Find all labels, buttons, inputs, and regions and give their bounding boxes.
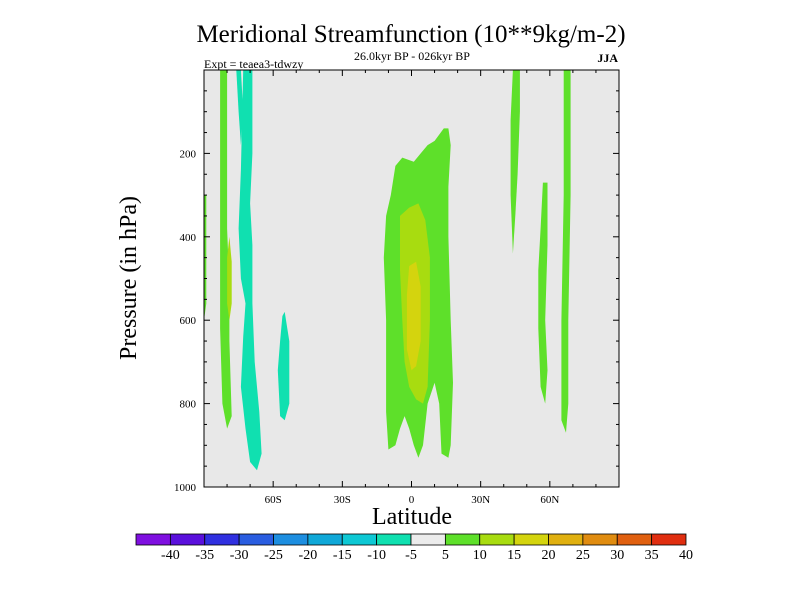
colorbar-swatch bbox=[548, 533, 584, 546]
colorbar-swatch bbox=[651, 533, 687, 546]
colorbar-swatch bbox=[479, 533, 515, 546]
colorbar-label: 40 bbox=[679, 548, 693, 563]
colorbar-label: -40 bbox=[161, 548, 180, 563]
colorbar-label: -35 bbox=[195, 548, 214, 563]
colorbar-swatch bbox=[444, 533, 481, 546]
colorbar-swatch bbox=[410, 533, 446, 546]
x-tick-label: 60S bbox=[265, 494, 282, 506]
colorbar-label: 25 bbox=[576, 548, 590, 563]
colorbar-label: 20 bbox=[542, 548, 556, 563]
colorbar-swatch bbox=[204, 533, 240, 546]
contour-region-sh-polar-positive-core bbox=[227, 236, 232, 321]
colorbar-swatch bbox=[616, 533, 653, 546]
colorbar-label: -15 bbox=[333, 548, 352, 563]
colorbar-label: 5 bbox=[442, 548, 449, 563]
y-axis-label: Pressure (in hPa) bbox=[116, 196, 142, 360]
colorbar-label: -5 bbox=[405, 548, 417, 563]
y-tick-label: 1000 bbox=[174, 482, 197, 494]
chart-title: Meridional Streamfunction (10**9kg/m-2) bbox=[196, 21, 625, 48]
colorbar-swatch bbox=[582, 533, 618, 546]
colorbar-swatch bbox=[341, 533, 378, 546]
colorbar-label: 10 bbox=[473, 548, 487, 563]
colorbar-swatch bbox=[135, 533, 171, 546]
experiment-label: Expt = teaea3-tdwzy bbox=[204, 57, 303, 71]
season-label: JJA bbox=[597, 51, 618, 65]
x-axis-label: Latitude bbox=[372, 504, 452, 530]
colorbar-label: -20 bbox=[299, 548, 318, 563]
contour-region-nh-45n-positive bbox=[510, 70, 520, 254]
colorbar-label: -25 bbox=[264, 548, 283, 563]
colorbar-swatch bbox=[307, 533, 343, 546]
x-tick-label: 30N bbox=[471, 494, 490, 506]
colorbar-swatch bbox=[238, 533, 274, 546]
contour-region-sh-polar-positive-cell bbox=[220, 70, 232, 429]
colorbar-label: 30 bbox=[610, 548, 624, 563]
contour-plot-area: 200 400 600 800 1000 60S 30S 0 30N 60N bbox=[174, 69, 620, 506]
contour-region-sh-narrow-negative bbox=[236, 70, 244, 146]
contour-region-sh-midlat-negative bbox=[277, 311, 290, 421]
contour-region-tropical-positive-core bbox=[406, 261, 421, 371]
contour-regions bbox=[204, 70, 571, 471]
colorbar: -40 -35 -30 -25 -20 -15 -10 -5 5 10 15 20 25 30 35 40 bbox=[135, 533, 693, 563]
colorbar-label: -30 bbox=[230, 548, 249, 563]
time-range-label: 26.0kyr BP - 026kyr BP bbox=[354, 49, 470, 63]
y-tick-label: 200 bbox=[180, 148, 197, 160]
colorbar-swatch bbox=[376, 533, 412, 546]
x-tick-label: 30S bbox=[334, 494, 351, 506]
x-tick-label: 0 bbox=[409, 494, 415, 506]
colorbar-label: 15 bbox=[507, 548, 521, 563]
x-tick-label: 60N bbox=[540, 494, 559, 506]
colorbar-label: 35 bbox=[645, 548, 659, 563]
colorbar-swatch bbox=[169, 533, 206, 546]
y-tick-label: 800 bbox=[180, 399, 197, 411]
contour-region-nh-55n-positive bbox=[538, 182, 548, 404]
y-tick-label: 600 bbox=[180, 315, 197, 327]
contour-region-nh-68n-positive bbox=[561, 70, 571, 433]
colorbar-swatch bbox=[273, 533, 309, 546]
colorbar-swatch bbox=[513, 533, 549, 546]
contour-region-sh-column-negative bbox=[238, 70, 262, 471]
y-tick-label: 400 bbox=[180, 232, 197, 244]
colorbar-label: -10 bbox=[367, 548, 386, 563]
